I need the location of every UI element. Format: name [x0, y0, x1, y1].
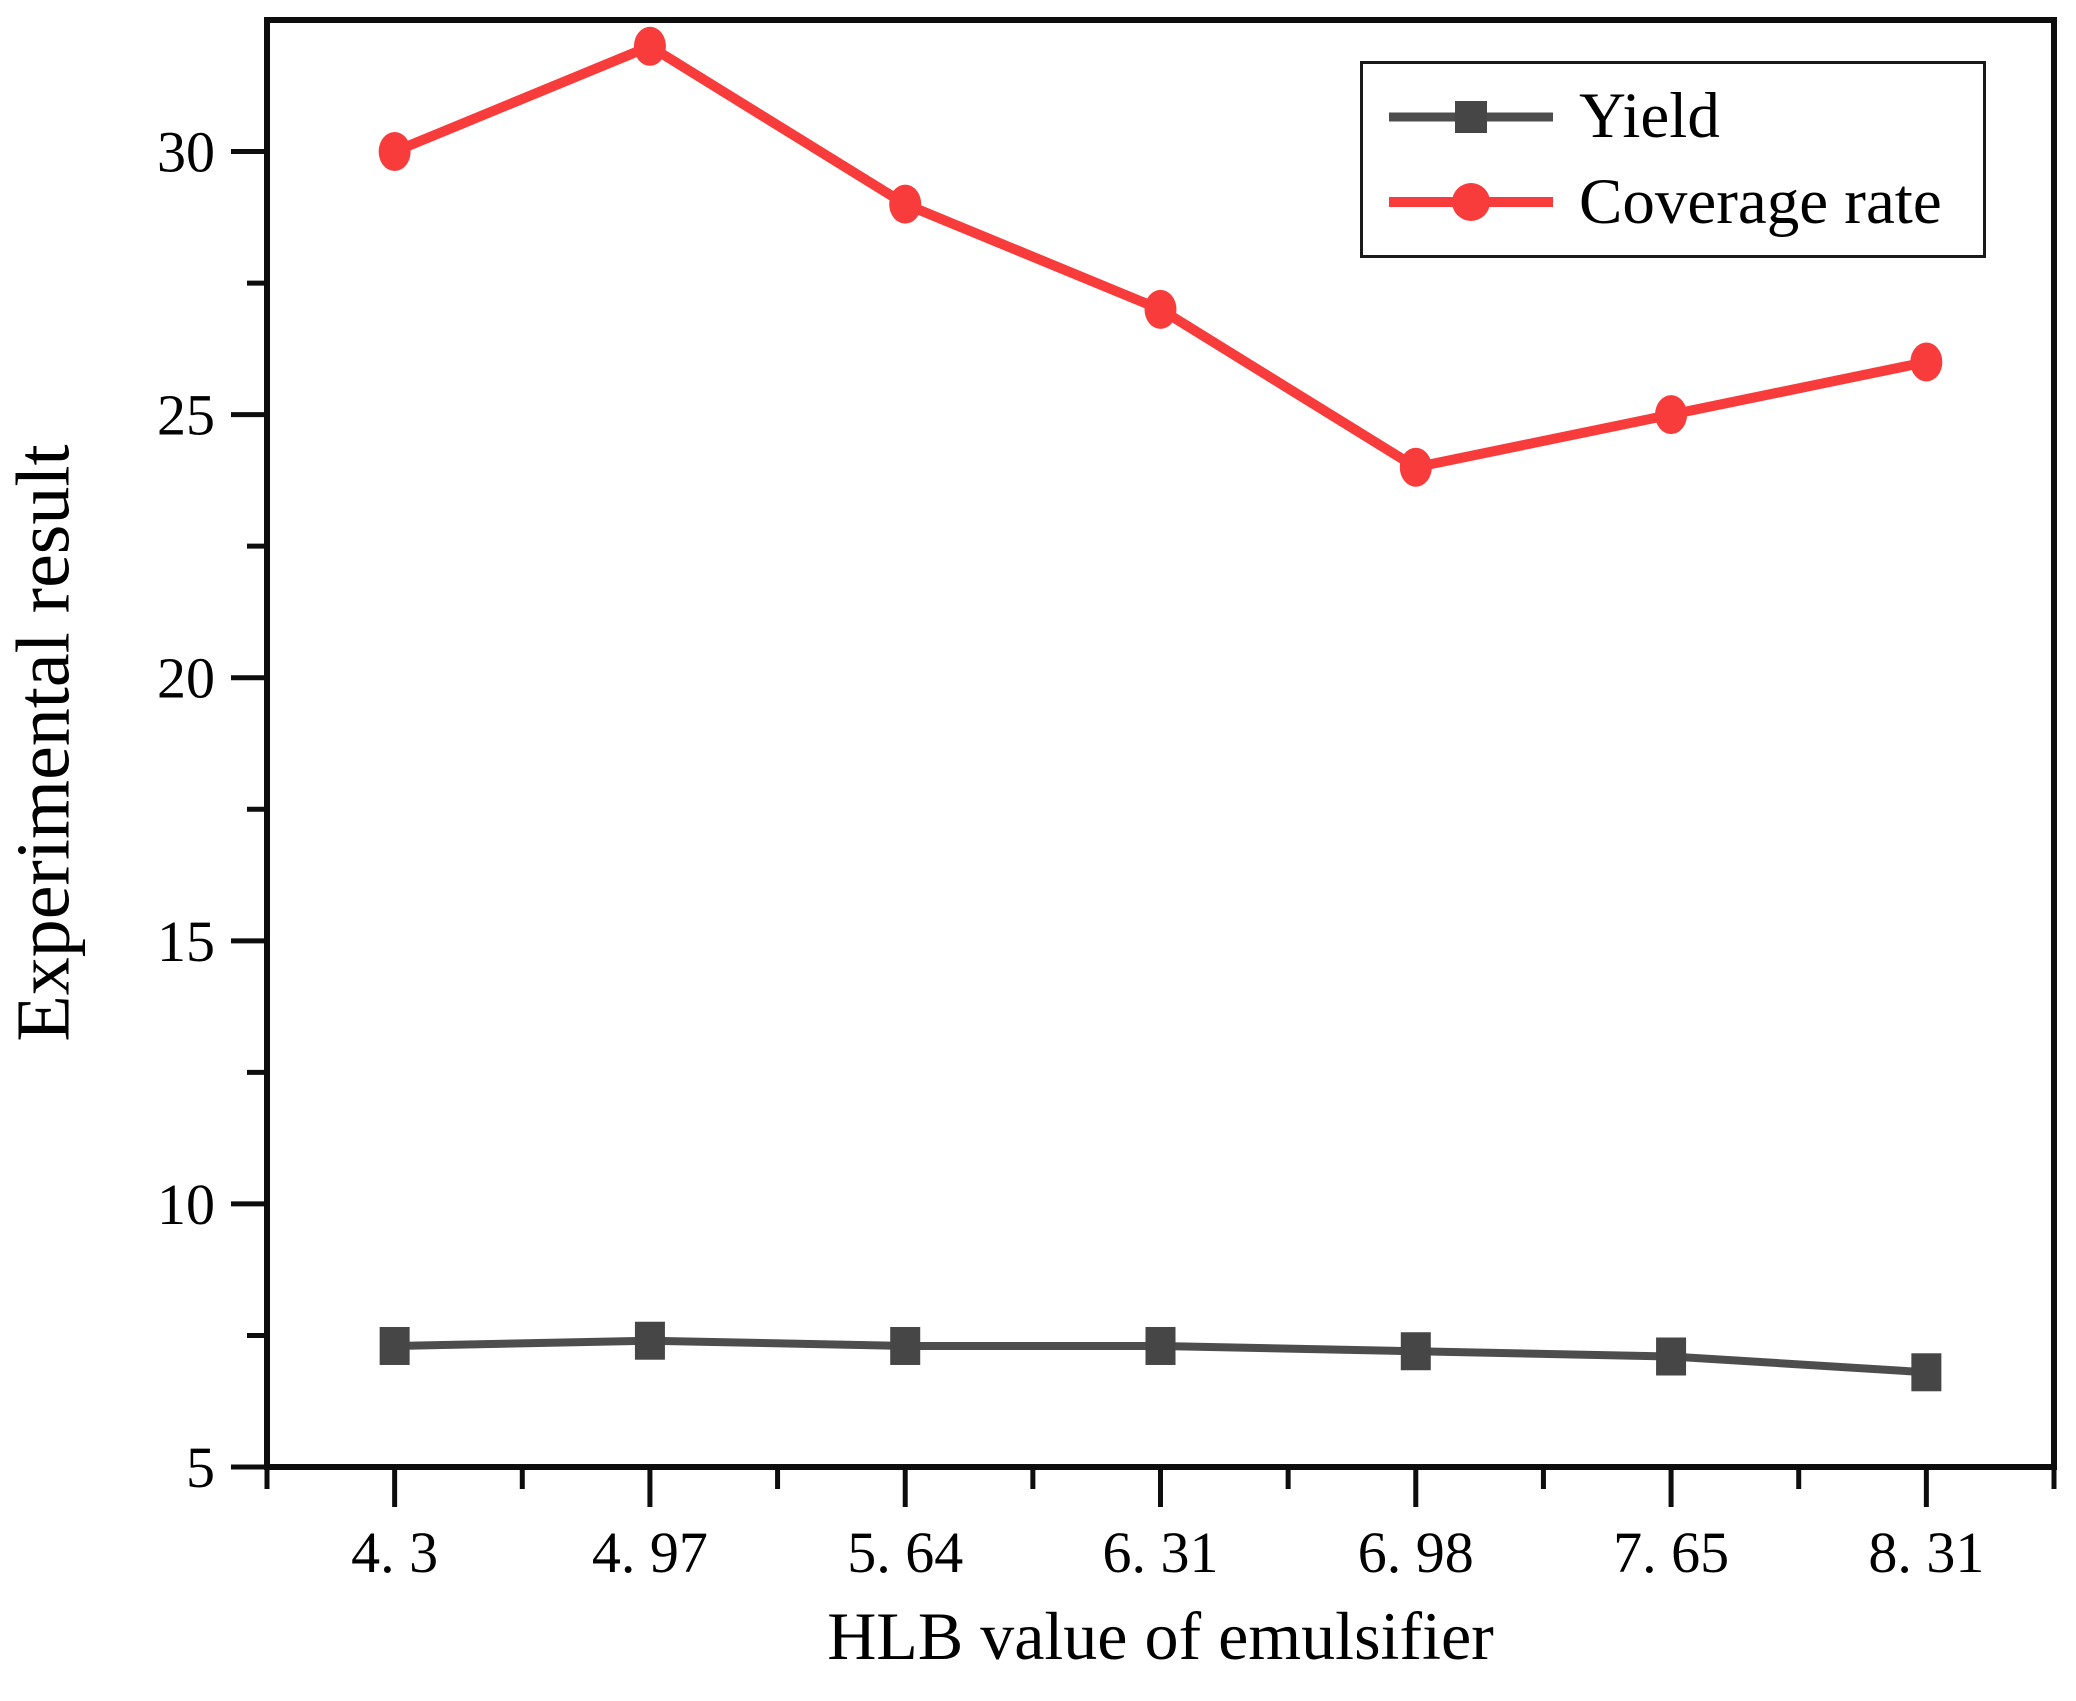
yield-data-point — [1145, 1326, 1176, 1365]
yield-legend-marker-icon — [1389, 100, 1553, 133]
y-axis: 30 25 20 15 10 5 — [157, 120, 267, 1500]
y-tick-label: 25 — [157, 383, 215, 448]
x-axis-title: HLB value of emulsifier — [827, 1598, 1494, 1674]
x-tick-label: 8. 31 — [1868, 1520, 1984, 1585]
y-tick-label: 30 — [157, 120, 215, 185]
x-tick-label: 6. 31 — [1103, 1520, 1219, 1585]
y-axis-title: Experimental result — [1, 444, 86, 1042]
legend-label-coverage-rate: Coverage rate — [1579, 165, 1942, 238]
yield-data-point — [634, 1321, 665, 1360]
yield-data-point — [1400, 1332, 1431, 1371]
y-tick-label: 20 — [157, 646, 215, 711]
series-layer — [378, 26, 1943, 1392]
coverage-rate-data-point — [633, 26, 666, 66]
coverage-rate-data-point — [1144, 289, 1177, 329]
y-tick-label: 10 — [157, 1172, 215, 1237]
yield-data-point — [379, 1326, 410, 1365]
x-tick-label: 6. 98 — [1358, 1520, 1474, 1585]
coverage-rate-data-point — [1910, 342, 1943, 382]
x-axis: 4. 3 4. 97 5. 64 6. 31 6. 98 7. 65 8. 31 — [264, 1467, 2057, 1585]
yield-data-point — [890, 1326, 921, 1365]
legend-label-yield: Yield — [1579, 80, 1720, 153]
y-tick-label: 15 — [157, 909, 215, 974]
coverage-rate-data-point — [889, 184, 922, 224]
legend-box: Yield Coverage rate — [1360, 61, 1986, 258]
yield-data-point — [1911, 1353, 1942, 1392]
legend-item-yield: Yield — [1387, 84, 1983, 149]
x-tick-label: 4. 3 — [351, 1520, 438, 1585]
x-tick-label: 5. 64 — [847, 1520, 963, 1585]
yield-data-point — [1656, 1337, 1687, 1376]
x-tick-label: 4. 97 — [592, 1520, 708, 1585]
coverage-rate-data-point — [1655, 395, 1688, 435]
x-tick-label: 7. 65 — [1613, 1520, 1729, 1585]
coverage-rate-data-point — [378, 132, 411, 172]
coverage-rate-data-point — [1399, 447, 1432, 487]
coverage-rate-legend-marker-icon — [1389, 183, 1553, 222]
y-tick-label: 5 — [186, 1435, 215, 1500]
legend-item-coverage-rate: Coverage rate — [1387, 165, 1983, 238]
